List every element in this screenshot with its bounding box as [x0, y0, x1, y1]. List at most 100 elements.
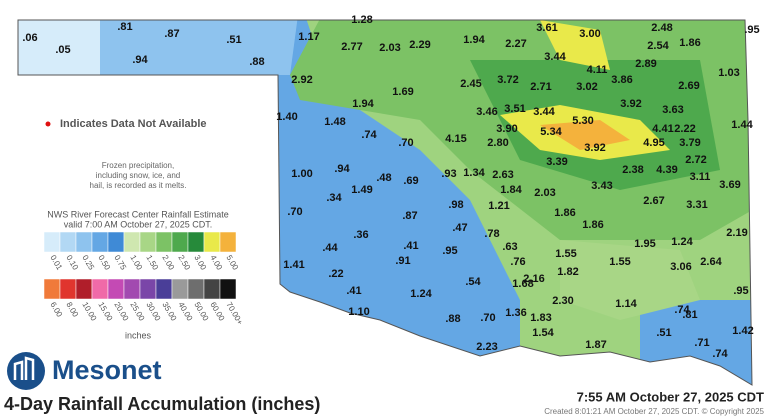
legend-swatch — [187, 231, 205, 253]
rainfall-label: 1.82 — [557, 266, 578, 278]
rainfall-label: .70 — [287, 206, 302, 218]
rainfall-label: 1.86 — [582, 219, 603, 231]
rainfall-label: 1.44 — [731, 119, 753, 131]
rainfall-label: 5.34 — [540, 126, 562, 138]
rainfall-label: .81 — [117, 21, 132, 33]
rainfall-label: 2.54 — [647, 40, 669, 52]
rainfall-label: 4.11 — [587, 64, 608, 76]
legend-label: 0.01 — [48, 254, 64, 272]
rainfall-label: .74 — [674, 304, 690, 316]
rainfall-label: 2.67 — [643, 195, 664, 207]
legend-swatch — [91, 231, 109, 253]
rainfall-label: 2.69 — [678, 80, 699, 92]
rainfall-label: .34 — [326, 192, 342, 204]
legend-swatch — [155, 231, 173, 253]
rainfall-label: 2.19 — [726, 227, 747, 239]
rainfall-label: .74 — [361, 129, 377, 141]
rainfall-label: 3.31 — [686, 199, 707, 211]
rainfall-label: .41 — [403, 240, 418, 252]
rainfall-label: 1.10 — [348, 306, 369, 318]
rainfall-label: .63 — [502, 241, 517, 253]
rainfall-label: .95 — [733, 285, 748, 297]
rainfall-label: .74 — [712, 348, 728, 360]
rainfall-label: 1.55 — [555, 248, 576, 260]
rainfall-label: 3.92 — [584, 142, 605, 154]
rainfall-label: .70 — [480, 312, 495, 324]
rainfall-label: .41 — [346, 285, 361, 297]
rainfall-label: 1.55 — [609, 256, 630, 268]
rainfall-label: 4.95 — [643, 137, 664, 149]
legend-swatch — [107, 231, 125, 253]
rainfall-label: 1.95 — [634, 238, 655, 250]
rainfall-label: 1.86 — [679, 37, 700, 49]
rainfall-label: 1.84 — [500, 184, 522, 196]
rainfall-label: .47 — [452, 222, 467, 234]
logo — [7, 352, 45, 390]
legend-label: 10.00 — [80, 301, 98, 323]
rainfall-label: .87 — [402, 210, 417, 222]
rainfall-label: 3.11 — [690, 171, 711, 183]
legend-swatch — [203, 231, 221, 253]
rainfall-label: .81 — [682, 309, 697, 321]
legend-label: 1.00 — [128, 254, 144, 272]
rainfall-label: .36 — [353, 229, 368, 241]
rainfall-label: 3.02 — [576, 81, 597, 93]
legend-source: NWS River Forecast Center Rainfall Estim… — [47, 209, 229, 219]
rainfall-label: .78 — [484, 228, 499, 240]
rainfall-label: 1.86 — [554, 207, 575, 219]
frozen-note: including snow, ice, and — [96, 171, 181, 180]
legend-label: 15.00 — [96, 301, 114, 323]
legend-label: 4.00 — [208, 254, 224, 272]
legend-swatch — [219, 231, 237, 253]
rainfall-label: 2.03 — [534, 187, 555, 199]
rainfall-label: 3.79 — [679, 137, 700, 149]
rainfall-label: .69 — [403, 175, 418, 187]
rainfall-label: 3.92 — [620, 98, 641, 110]
legend-label: 8.00 — [64, 301, 80, 319]
rainfall-label: .54 — [465, 276, 481, 288]
rainfall-label: 1.94 — [352, 98, 374, 110]
legend-swatch — [219, 278, 237, 300]
rainfall-label: 2.38 — [622, 164, 643, 176]
station-labels: .06 .05 .81 .87 .94 .51 .88 1.28 1.17 2.77 2.03 2.2… — [22, 14, 759, 360]
rainfall-label: 1.36 — [505, 307, 526, 319]
rainfall-label: .06 — [22, 32, 37, 44]
legend-swatch — [171, 231, 189, 253]
rainfall-label: 1.03 — [718, 67, 739, 79]
rainfall-label: 3.00 — [579, 28, 600, 40]
rainfall-label: 3.51 — [504, 103, 525, 115]
rainfall-label: 5.30 — [572, 115, 593, 127]
legend-label: 50.00 — [192, 301, 210, 323]
rainfall-label: .44 — [322, 242, 338, 254]
legend-label: 2.50 — [176, 254, 192, 272]
legend-swatch — [59, 278, 77, 300]
legend-swatch — [155, 278, 173, 300]
rainfall-label: 4.41 — [652, 123, 673, 135]
rainfall-label: 1.28 — [351, 14, 372, 26]
legend-swatch — [91, 278, 109, 300]
legend-swatch — [123, 231, 141, 253]
rainfall-label: 1.21 — [488, 200, 509, 212]
rainfall-label: .94 — [132, 54, 148, 66]
legend-swatch — [203, 278, 221, 300]
legend-label: 0.10 — [64, 254, 80, 272]
rainfall-label: .51 — [656, 327, 671, 339]
rainfall-label: 2.77 — [341, 41, 362, 53]
rainfall-label: .05 — [55, 44, 70, 56]
rainfall-label: 1.87 — [585, 339, 606, 351]
legend-swatch — [43, 278, 61, 300]
state-outline — [17, 19, 753, 386]
rainfall-label: 3.72 — [497, 74, 518, 86]
rainfall-label: 1.69 — [392, 86, 413, 98]
rainfall-label: 3.44 — [544, 51, 566, 63]
legend-swatch — [139, 231, 157, 253]
na-note: Indicates Data Not Available — [60, 118, 207, 130]
legend-swatch — [123, 278, 141, 300]
rainfall-label: 1.68 — [512, 278, 533, 290]
rainfall-label: .95 — [744, 24, 759, 36]
rainfall-label: 4.15 — [445, 133, 466, 145]
map-title: 4-Day Rainfall Accumulation (inches) — [4, 394, 320, 414]
legend-label: 40.00 — [176, 301, 194, 323]
frozen-note: hail, is recorded as it melts. — [90, 181, 187, 190]
